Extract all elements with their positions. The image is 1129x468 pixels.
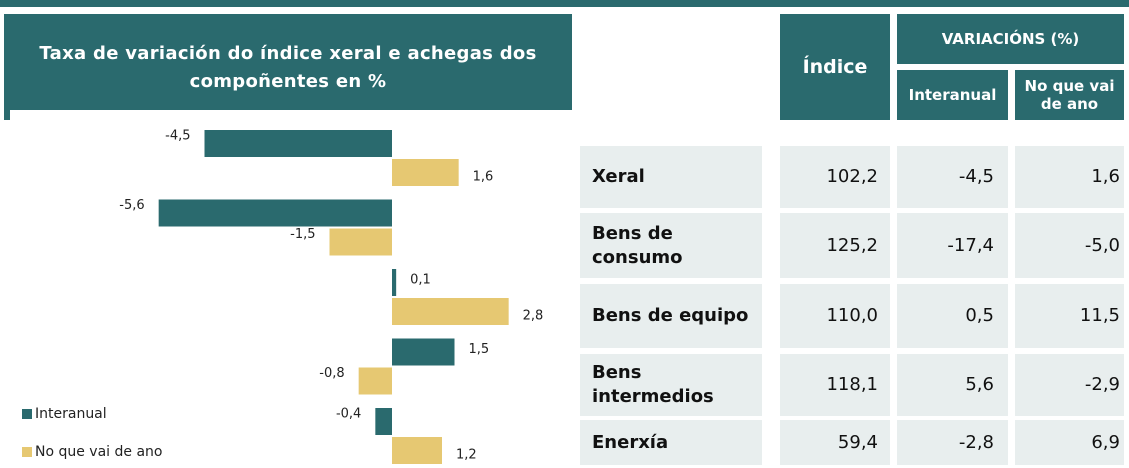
title-notch xyxy=(4,110,10,120)
value-label: -5,6 xyxy=(119,198,144,213)
value-label: -1,5 xyxy=(290,227,315,242)
bar xyxy=(329,228,392,256)
bar xyxy=(392,159,459,186)
value-label: -0,8 xyxy=(319,366,344,381)
header-sub: Interanual xyxy=(897,70,1008,120)
row-label: Bens intermedios xyxy=(580,354,762,416)
header-sub: No que vai de ano xyxy=(1015,70,1124,120)
table-cell: -2,8 xyxy=(897,420,1008,465)
value-label: 0,1 xyxy=(410,273,431,288)
table-cell: 1,6 xyxy=(1015,146,1124,208)
chart: -4,5 1,6 -5,6 -1,5 0,1 2,8 1,5 -0,8 -0,4 1,2 Inter… xyxy=(22,129,544,464)
bar xyxy=(392,298,509,325)
table-cell: -4,5 xyxy=(897,146,1008,208)
bar xyxy=(358,367,392,395)
value-label: -0,4 xyxy=(336,407,361,422)
table-cell: 125,2 xyxy=(780,213,890,278)
bar xyxy=(375,408,392,435)
row-label: Enerxía xyxy=(580,420,762,465)
bar xyxy=(204,130,392,157)
value-label: 2,8 xyxy=(523,309,544,324)
legend-swatch xyxy=(22,447,32,457)
value-label: 1,6 xyxy=(473,170,494,185)
legend-swatch xyxy=(22,409,32,419)
table-cell: -5,0 xyxy=(1015,213,1124,278)
bar xyxy=(392,338,455,366)
bar xyxy=(392,269,397,296)
value-label: 1,5 xyxy=(469,342,490,357)
top-bar xyxy=(0,0,1129,7)
bar xyxy=(392,437,442,464)
table-cell: 11,5 xyxy=(1015,284,1124,348)
table-cell: 102,2 xyxy=(780,146,890,208)
row-label: Bens de consumo xyxy=(580,213,762,278)
value-label: -4,5 xyxy=(165,129,190,144)
legend-label: No que vai de ano xyxy=(35,444,162,460)
row-label: Xeral xyxy=(580,146,762,208)
table-cell: 59,4 xyxy=(780,420,890,465)
table-cell: 5,6 xyxy=(897,354,1008,416)
header-index: Índice xyxy=(780,14,890,120)
bar xyxy=(158,199,392,227)
table-cell: -2,9 xyxy=(1015,354,1124,416)
chart-title: Taxa de variación do índice xeral e ache… xyxy=(4,14,572,110)
table-cell: 6,9 xyxy=(1015,420,1124,465)
value-label: 1,2 xyxy=(456,448,477,463)
table-cell: 0,5 xyxy=(897,284,1008,348)
table-cell: -17,4 xyxy=(897,213,1008,278)
legend-label: Interanual xyxy=(35,406,107,422)
row-label: Bens de equipo xyxy=(580,284,762,348)
table-cell: 118,1 xyxy=(780,354,890,416)
table-cell: 110,0 xyxy=(780,284,890,348)
header-variations: VARIACIÓNS (%) xyxy=(897,14,1124,64)
